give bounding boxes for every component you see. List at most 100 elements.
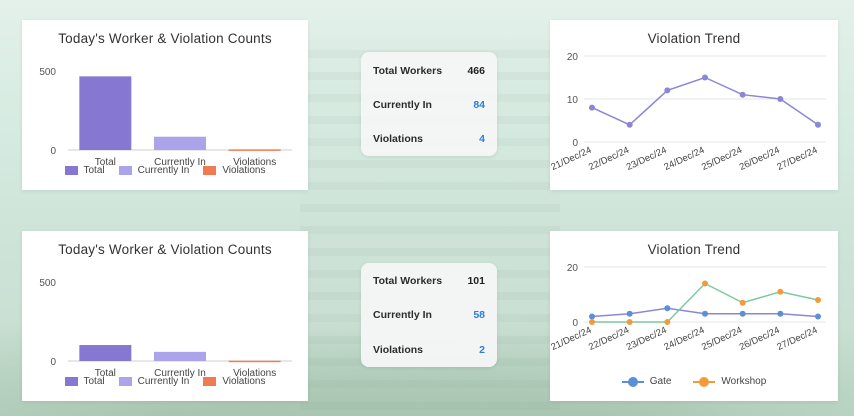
- stat-total-workers: Total Workers 101: [373, 271, 485, 291]
- bar-currently-in: [154, 351, 206, 361]
- data-point: [815, 313, 821, 320]
- bar-total: [79, 76, 132, 150]
- stat-value: 84: [473, 99, 485, 111]
- trend-chart-title: Violation Trend: [647, 242, 741, 257]
- data-point: [739, 91, 746, 98]
- legend-label: Gate: [649, 376, 672, 387]
- stat-label: Total Workers: [373, 65, 443, 77]
- bar-chart-1: 0 500 Total Currently In Violations: [39, 67, 292, 168]
- legend-item-total[interactable]: Total: [64, 376, 105, 387]
- data-point: [626, 121, 633, 128]
- stat-value: 101: [467, 275, 485, 287]
- legend-swatch-currently-in: [118, 377, 132, 386]
- trend-chart-2: 02021/Dec/2422/Dec/2423/Dec/2424/Dec/242…: [550, 263, 826, 353]
- legend-label: Workshop: [721, 376, 767, 387]
- data-point: [702, 280, 708, 287]
- stats-card-2: Total Workers 101 Currently In 58 Violat…: [361, 263, 497, 367]
- y-tick-label: 0: [50, 357, 56, 368]
- data-point: [664, 305, 671, 312]
- data-point: [664, 87, 671, 94]
- violation-trend-card-1: Violation Trend 0 10 20 21/Dec/24 22/Dec/24 2…: [550, 20, 838, 190]
- bar-chart-2: 0 500 Total Currently In Violations: [39, 278, 292, 379]
- workshop-legend-marker: [693, 376, 716, 387]
- bar-chart-legend: Total Currently In Violations: [22, 165, 308, 176]
- legend-label: Currently In: [137, 165, 190, 176]
- legend-item-violations[interactable]: Violations: [203, 376, 266, 387]
- stat-label: Currently In: [373, 309, 432, 321]
- x-tick-label: 23/Dec/24: [625, 145, 669, 173]
- bar-currently-in: [154, 136, 206, 150]
- trend-chart-title: Violation Trend: [647, 31, 741, 46]
- legend-item-currently-in[interactable]: Currently In: [118, 376, 190, 387]
- stat-violations: Violations 2: [373, 340, 485, 360]
- x-tick-label: Violations: [233, 368, 276, 379]
- y-tick-label: 0: [572, 138, 578, 149]
- bar-chart-legend: Total Currently In Violations: [22, 376, 308, 387]
- y-tick-label: 500: [39, 278, 56, 289]
- legend-item-total[interactable]: Total: [64, 165, 105, 176]
- legend-swatch-total: [64, 377, 78, 386]
- trend-chart-legend: Gate Workshop: [550, 376, 838, 387]
- data-point: [589, 313, 595, 320]
- bar-chart-title: Today's Worker & Violation Counts: [58, 31, 272, 46]
- data-point: [702, 74, 708, 81]
- stat-total-workers: Total Workers 466: [373, 61, 485, 81]
- data-point: [739, 299, 746, 306]
- gate-legend-marker: [621, 376, 644, 387]
- x-tick-label: Violations: [233, 157, 276, 168]
- bar-chart-title: Today's Worker & Violation Counts: [58, 242, 272, 257]
- bar-violations: [228, 149, 281, 151]
- legend-item-workshop[interactable]: Workshop: [693, 376, 766, 387]
- x-tick-label: Total: [95, 368, 116, 379]
- bar-total: [79, 345, 132, 361]
- stat-label: Violations: [373, 344, 423, 356]
- violation-trend-card-2: Violation Trend 0 20 21/Dec/24 22/Dec/24 23/…: [550, 231, 838, 401]
- legend-swatch-total: [64, 166, 78, 175]
- y-tick-label: 0: [572, 318, 578, 329]
- x-tick-label: 26/Dec/24: [738, 145, 782, 173]
- x-tick-label: 22/Dec/24: [587, 325, 631, 353]
- data-point: [702, 310, 708, 317]
- legend-label: Violations: [222, 165, 266, 176]
- stat-value: 2: [479, 344, 485, 356]
- stat-label: Total Workers: [373, 275, 443, 287]
- legend-label: Violations: [222, 376, 266, 387]
- stat-currently-in: Currently In 84: [373, 95, 485, 115]
- stat-label: Currently In: [373, 99, 432, 111]
- y-tick-label: 0: [50, 146, 56, 157]
- data-point: [815, 121, 821, 128]
- x-tick-label: 27/Dec/24: [775, 145, 819, 173]
- legend-swatch-violations: [203, 166, 217, 175]
- x-tick-label: 27/Dec/24: [775, 325, 819, 353]
- legend-item-currently-in[interactable]: Currently In: [118, 165, 190, 176]
- x-tick-label: Currently In: [154, 157, 206, 168]
- worker-count-card-1: Today's Worker & Violation Counts 0 500 To…: [22, 20, 308, 190]
- x-tick-label: 24/Dec/24: [662, 145, 706, 173]
- x-tick-label: 26/Dec/24: [738, 325, 782, 353]
- stat-value: 4: [479, 133, 485, 145]
- stat-violations: Violations 4: [373, 129, 485, 149]
- bar-violations: [228, 360, 281, 363]
- stats-card-1: Total Workers 466 Currently In 84 Violat…: [361, 52, 497, 156]
- stat-value: 466: [467, 65, 485, 77]
- stat-value: 58: [473, 309, 485, 321]
- legend-item-violations[interactable]: Violations: [203, 165, 266, 176]
- legend-label: Currently In: [137, 376, 190, 387]
- data-point: [777, 96, 784, 102]
- x-tick-label: 23/Dec/24: [625, 325, 669, 353]
- x-tick-label: Currently In: [154, 368, 206, 379]
- data-point: [664, 319, 671, 325]
- data-point: [589, 104, 595, 111]
- x-tick-label: 25/Dec/24: [700, 325, 744, 353]
- data-point: [626, 310, 633, 317]
- y-tick-label: 500: [39, 67, 56, 78]
- data-point: [815, 297, 821, 303]
- x-tick-label: Total: [95, 157, 116, 168]
- data-point: [626, 319, 633, 325]
- stat-currently-in: Currently In 58: [373, 305, 485, 325]
- data-point: [739, 310, 746, 317]
- legend-swatch-violations: [203, 377, 217, 386]
- data-point: [777, 310, 784, 317]
- series-line-0: [591, 76, 819, 126]
- legend-item-gate[interactable]: Gate: [621, 376, 672, 387]
